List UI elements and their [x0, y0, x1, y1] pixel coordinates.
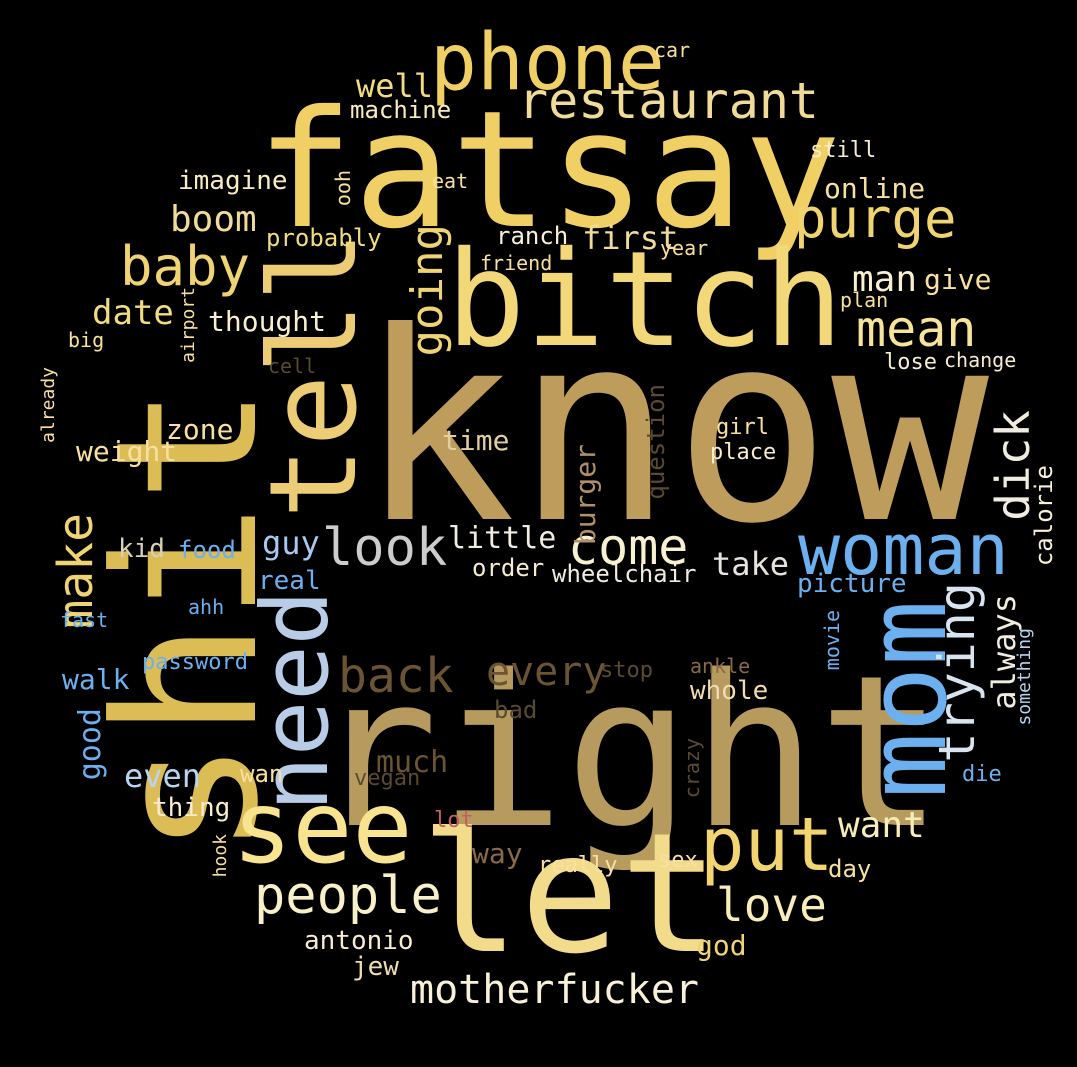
word-look: look: [322, 518, 448, 578]
word-food: food: [178, 536, 236, 564]
word-much: much: [376, 745, 449, 780]
word-movie: movie: [820, 610, 844, 671]
word-die: die: [962, 762, 1002, 787]
word-ooh: ooh: [331, 170, 355, 207]
word-weight: weight: [76, 435, 178, 468]
word-time: time: [442, 424, 510, 457]
word-girl: girl: [716, 415, 769, 440]
word-going: going: [402, 224, 453, 357]
word-already: already: [38, 367, 59, 443]
word-thing: thing: [152, 793, 231, 823]
word-password: password: [142, 650, 248, 675]
word-big: big: [68, 328, 105, 352]
word-want: want: [838, 805, 925, 846]
word-come: come: [568, 518, 689, 576]
word-right: right: [312, 630, 945, 875]
word-something: something: [1014, 628, 1035, 726]
word-phone: phone: [430, 18, 665, 108]
word-imagine: imagine: [178, 166, 288, 196]
word-calorie: calorie: [1030, 465, 1058, 567]
word-ahh: ahh: [188, 595, 225, 619]
word-let: let: [420, 798, 720, 991]
word-back: back: [338, 648, 454, 704]
word-trying: trying: [928, 582, 986, 763]
word-guy: guy: [262, 524, 320, 562]
word-ankle: ankle: [690, 654, 751, 678]
word-hook: hook: [210, 834, 231, 878]
word-crazy: crazy: [680, 738, 704, 799]
word-change: change: [944, 348, 1017, 372]
word-whole: whole: [690, 676, 769, 706]
word-picture: picture: [797, 569, 907, 599]
word-online: online: [824, 172, 926, 205]
word-jew: jew: [352, 952, 399, 982]
word-well: well: [356, 67, 434, 105]
word-friend: friend: [480, 251, 553, 275]
word-lose: lose: [884, 350, 937, 375]
word-lot: lot: [434, 808, 474, 833]
word-motherfucker: motherfucker: [410, 967, 699, 1013]
word-boom: boom: [170, 199, 257, 240]
word-date: date: [92, 293, 174, 333]
word-put: put: [700, 802, 834, 888]
word-walk: walk: [62, 663, 130, 696]
word-burger: burger: [569, 444, 602, 546]
word-even: even: [124, 757, 202, 795]
word-kid: kid: [118, 534, 165, 564]
word-car: car: [654, 38, 691, 62]
word-really: really: [538, 853, 618, 878]
word-restaurant: restaurant: [518, 72, 820, 130]
word-wheelchair: wheelchair: [552, 560, 697, 588]
word-man: man: [852, 259, 918, 300]
word-god: god: [696, 929, 747, 962]
word-machine: machine: [350, 96, 452, 124]
word-day: day: [828, 855, 872, 883]
word-question: question: [642, 384, 670, 500]
word-every: every: [486, 649, 607, 695]
word-real: real: [258, 566, 321, 596]
word-bitch: bitch: [446, 223, 844, 377]
word-good: good: [73, 708, 108, 781]
word-little: little: [448, 521, 557, 556]
word-zone: zone: [166, 413, 234, 446]
word-sex: sex: [658, 848, 698, 873]
word-take: take: [712, 545, 790, 583]
word-place: place: [710, 440, 777, 465]
word-mean: mean: [856, 300, 977, 358]
word-give: give: [924, 263, 992, 296]
word-people: people: [254, 866, 442, 926]
word-eat: eat: [432, 169, 469, 193]
word-still: still: [810, 138, 877, 163]
word-thought: thought: [208, 305, 327, 338]
word-year: year: [660, 236, 709, 260]
word-order: order: [472, 554, 545, 582]
word-woman: woman: [798, 509, 1009, 591]
word-see: see: [232, 769, 413, 886]
word-cell: cell: [268, 354, 317, 378]
word-plan: plan: [840, 288, 889, 312]
word-baby: baby: [120, 235, 251, 298]
word-first: first: [582, 219, 679, 257]
word-purge: purge: [794, 187, 957, 250]
word-antonio: antonio: [304, 926, 414, 956]
word-wan: wan: [240, 760, 284, 788]
word-know: know: [358, 276, 989, 581]
word-airport: airport: [178, 287, 199, 363]
word-way: way: [472, 837, 523, 870]
word-vegan: vegan: [354, 766, 421, 791]
word-stop: stop: [600, 658, 653, 683]
word-fast: fast: [60, 608, 109, 632]
word-fatsay: fatsay: [256, 77, 842, 265]
word-ranch: ranch: [496, 222, 569, 250]
word-love: love: [716, 878, 827, 932]
word-probably: probably: [266, 224, 382, 252]
word-bad: bad: [494, 696, 538, 724]
